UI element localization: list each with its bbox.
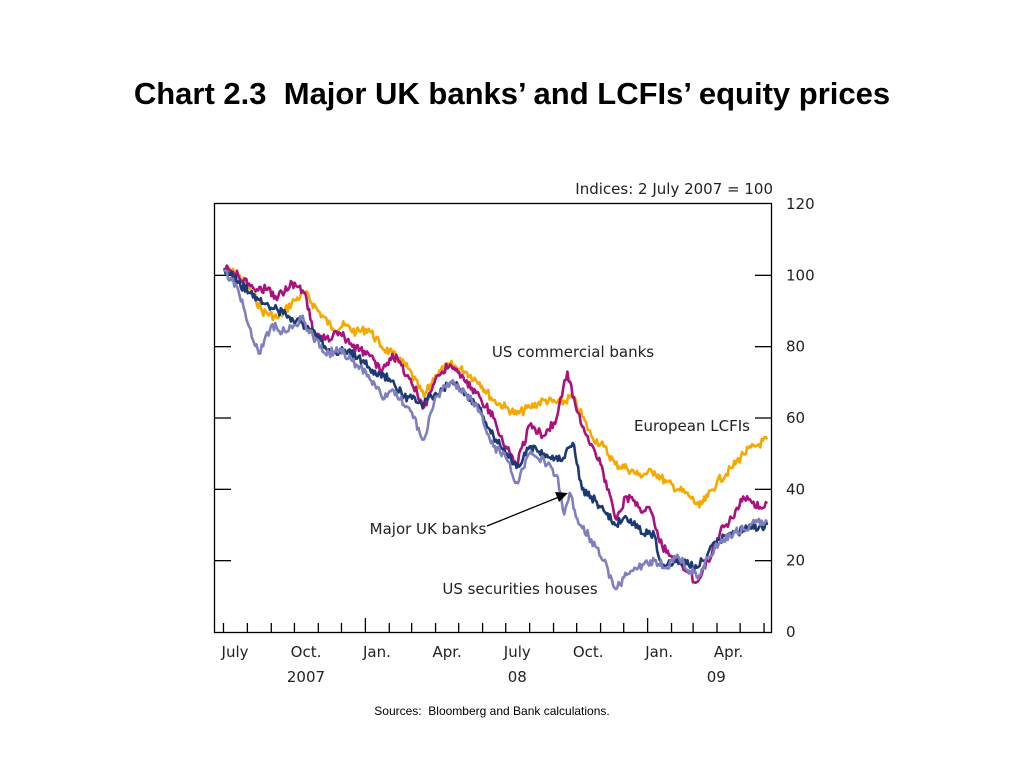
y-axis: 0 20 40 60 80 100 120 xyxy=(215,195,815,641)
series-line-major-uk-banks xyxy=(223,267,769,571)
label-us-commercial-banks: US commercial banks xyxy=(492,343,654,361)
x-year-label: 08 xyxy=(508,668,527,686)
x-tick-label: July xyxy=(221,643,249,661)
slide-title: Chart 2.3 Major UK banks’ and LCFIs’ equ… xyxy=(133,76,891,111)
x-tick-label: Apr. xyxy=(714,643,743,661)
x-tick-label: Oct. xyxy=(573,643,604,661)
major-uk-banks-arrowhead xyxy=(555,492,568,502)
x-axis: July Oct. Jan. Apr. July Oct. Jan. Apr. 2007 08 09 xyxy=(221,618,765,686)
series-line-us-securities-houses xyxy=(223,269,768,591)
y-tick-label: 100 xyxy=(786,266,815,284)
y-tick-label: 60 xyxy=(786,409,805,427)
x-tick-label: Apr. xyxy=(432,643,461,661)
annotation-layer: Indices: 2 July 2007 = 100 US commercial… xyxy=(370,180,773,598)
source-note: Sources: Bloomberg and Bank calculations… xyxy=(374,704,610,718)
x-tick-label: Jan. xyxy=(362,643,391,661)
label-major-uk-banks: Major UK banks xyxy=(370,520,487,538)
y-tick-label: 80 xyxy=(786,338,805,356)
series-layer xyxy=(223,264,769,591)
y-tick-label: 20 xyxy=(786,552,805,570)
y-tick-label: 0 xyxy=(786,623,796,641)
y-tick-label: 120 xyxy=(786,195,815,213)
unit-label: Indices: 2 July 2007 = 100 xyxy=(575,180,773,198)
label-european-lcfis: European LCFIs xyxy=(634,417,750,435)
x-year-label: 2007 xyxy=(287,668,325,686)
major-uk-banks-arrow xyxy=(486,496,560,527)
x-tick-label: July xyxy=(503,643,531,661)
series-line-european-lcfis xyxy=(223,265,769,509)
x-year-label: 09 xyxy=(707,668,726,686)
plot-frame xyxy=(213,202,773,634)
x-tick-label: Jan. xyxy=(644,643,673,661)
y-tick-label: 40 xyxy=(786,480,805,498)
label-us-securities-houses: US securities houses xyxy=(442,580,597,598)
x-tick-label: Oct. xyxy=(291,643,322,661)
